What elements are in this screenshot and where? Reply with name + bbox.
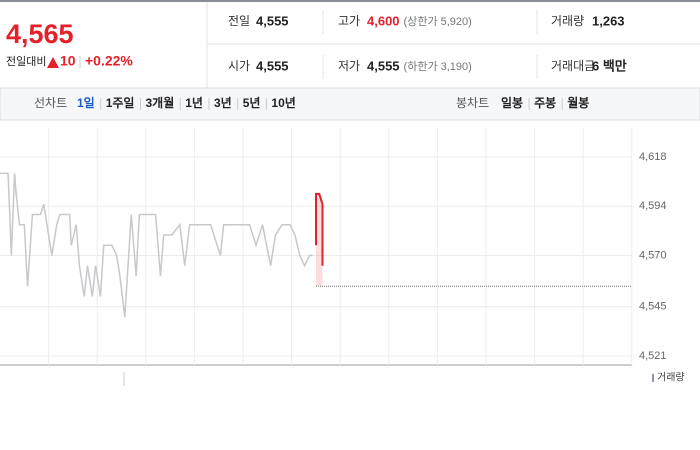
- period-tab[interactable]: 1년: [185, 96, 203, 110]
- stat-label: 저가: [338, 59, 360, 73]
- up-icon: [47, 57, 59, 68]
- y-tick-label: 4,545: [639, 301, 667, 313]
- candle-tab[interactable]: 일봉: [501, 96, 523, 110]
- stat-value: 6 백만: [592, 58, 627, 73]
- period-tab[interactable]: 1일: [77, 96, 95, 110]
- stat-label: 거래량: [551, 14, 584, 28]
- legend: 거래량: [657, 372, 685, 384]
- tab-label: 봉차트: [456, 96, 489, 110]
- stat-value: 4,600: [367, 13, 400, 28]
- stat-note: (상한가 5,920): [404, 15, 472, 28]
- y-tick-label: 4,570: [639, 249, 667, 261]
- candle-tab[interactable]: 주봉: [534, 96, 556, 110]
- period-tab[interactable]: 3년: [214, 96, 232, 110]
- line: [315, 192, 324, 266]
- y-tick-label: 4,594: [639, 200, 667, 212]
- stat-label: 시가: [228, 59, 250, 73]
- stat-value: 4,555: [256, 58, 289, 73]
- tab-bar: [0, 87, 700, 121]
- stat-label: 거래대금: [551, 59, 595, 73]
- period-tab[interactable]: 5년: [243, 96, 261, 110]
- legend-swatch: [652, 374, 654, 382]
- price: 4,565: [6, 19, 74, 49]
- change-pct: +0.22%: [85, 53, 133, 69]
- top-border: [0, 0, 700, 2]
- stat-label: 전일: [228, 14, 250, 28]
- tab-label: 선차트: [34, 96, 67, 110]
- change-label: 전일대비: [6, 54, 46, 68]
- candle-tab[interactable]: 월봉: [567, 95, 589, 110]
- stat-value: 4,555: [256, 13, 289, 28]
- period-tab[interactable]: 10년: [271, 96, 295, 110]
- area: [316, 193, 323, 287]
- stat-value: 4,555: [367, 58, 400, 73]
- stat-note: (하한가 3,190): [404, 59, 472, 73]
- y-tick-label: 4,618: [639, 151, 667, 163]
- period-tab[interactable]: 3개월: [145, 95, 174, 110]
- change: 10: [60, 53, 76, 69]
- period-tab[interactable]: 1주일: [106, 96, 135, 110]
- y-tick-label: 4,521: [639, 350, 667, 362]
- line: [0, 172, 313, 318]
- stat-value: 1,263: [592, 13, 625, 28]
- stat-label: 고가: [338, 14, 360, 28]
